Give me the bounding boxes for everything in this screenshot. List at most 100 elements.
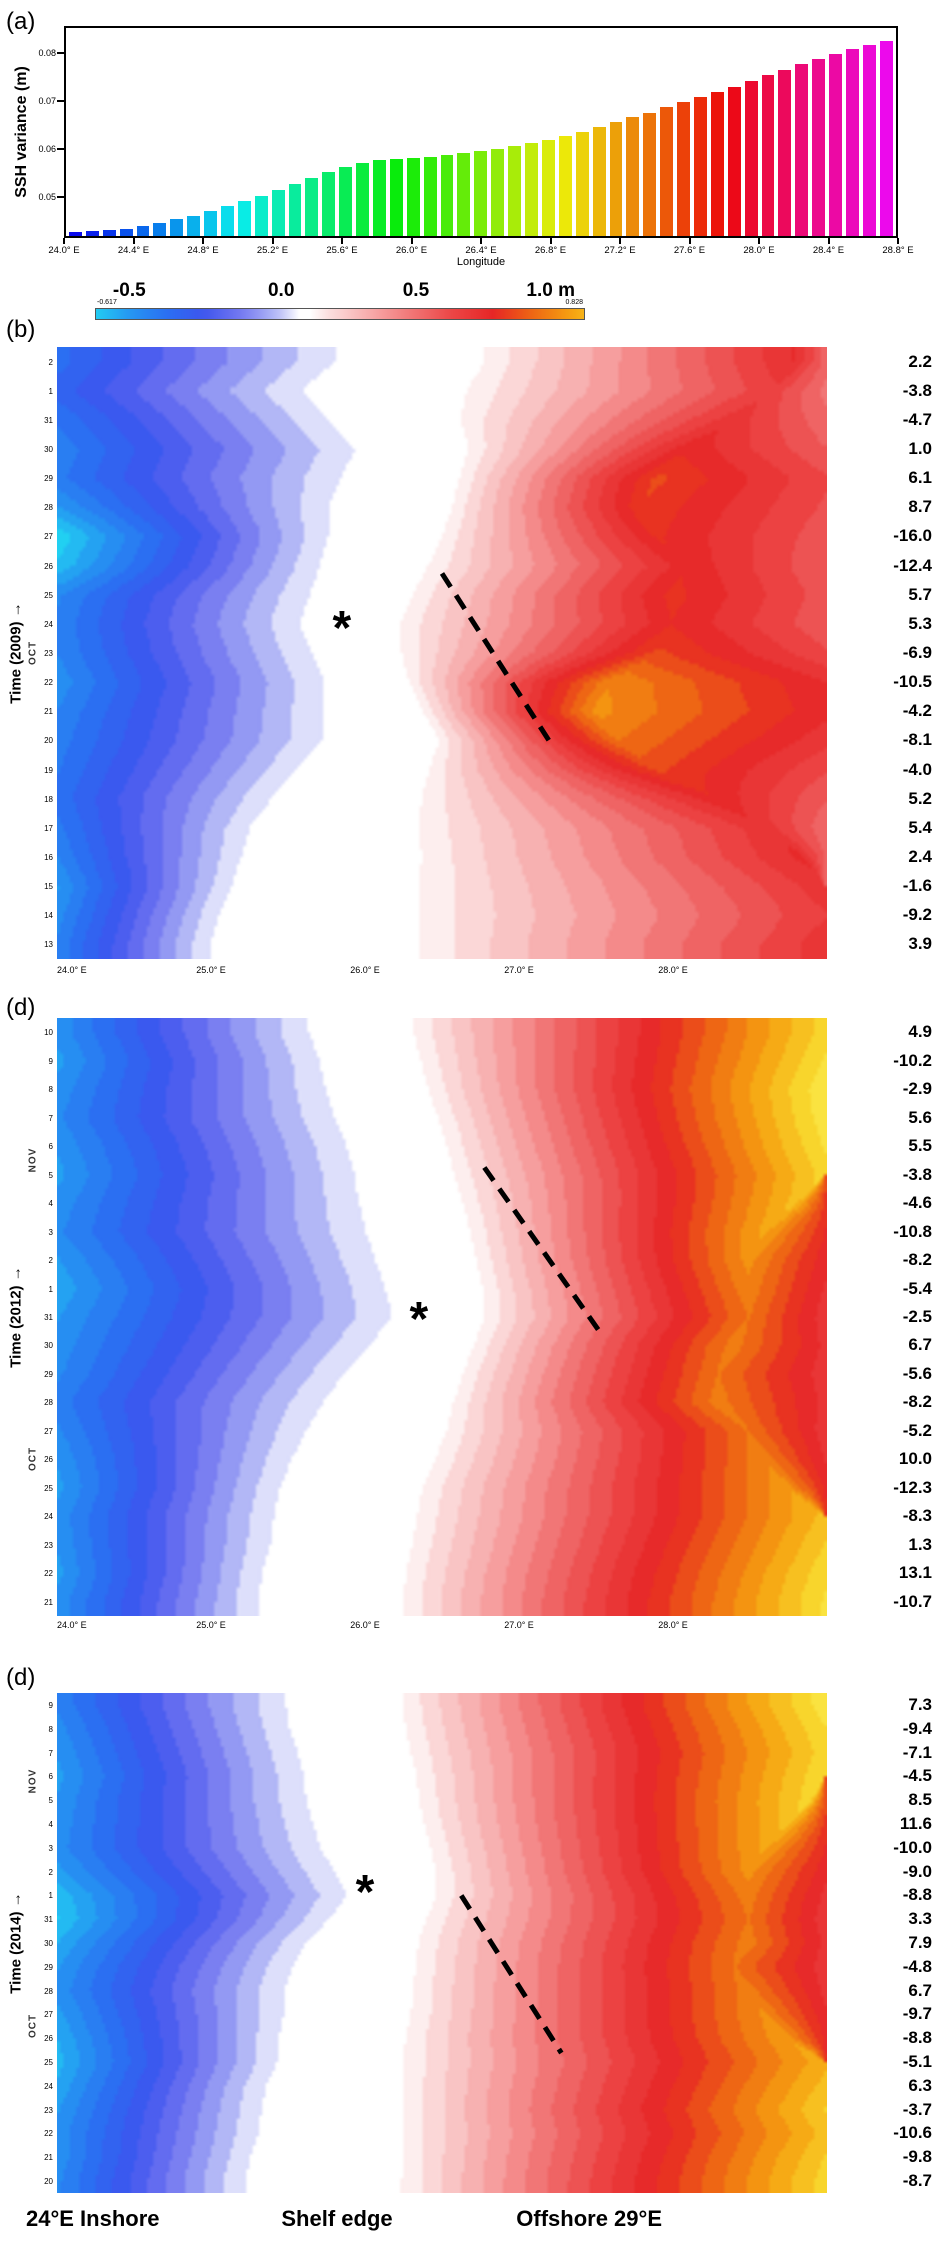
ssh-variance-bar: [221, 206, 234, 236]
inshore-label: 24°E Inshore: [26, 2206, 160, 2231]
day-tick-label: 7: [48, 1748, 53, 1758]
ssh-variance-bar: [322, 171, 336, 236]
colorbar-min-label: -0.617: [97, 299, 117, 306]
ssh-variance-bar: [254, 195, 268, 236]
ssh-variance-bar: [710, 91, 724, 236]
right-value: -10.0: [893, 1837, 932, 1857]
day-tick-label: 1: [48, 1891, 53, 1901]
x-tick-label: 24.0° E: [48, 245, 80, 256]
right-value: -5.1: [902, 2052, 932, 2072]
y-tick-label: 0.07: [38, 95, 56, 106]
x-tick-label: 26.8° E: [534, 245, 567, 256]
right-value: -8.7: [902, 2171, 932, 2191]
x-tick-mark: [63, 238, 65, 244]
day-tick-label: 3: [48, 1227, 53, 1237]
ssh-variance-bar: [693, 97, 707, 236]
day-tick-label: 27: [44, 2010, 53, 2020]
right-value: 13.1: [898, 1563, 932, 1583]
colorbar-tick-label: -0.5: [112, 280, 146, 301]
day-tick-label: 31: [44, 415, 53, 425]
right-value: 5.5: [908, 1136, 932, 1156]
y-tick-label: 0.05: [38, 192, 56, 203]
day-tick-label: 22: [44, 678, 53, 688]
day-tick-label: 10: [44, 1028, 53, 1038]
ssh-variance-bar: [406, 158, 420, 236]
hovmoller-heatmap-2014: [57, 1693, 827, 2193]
right-value: 4.9: [908, 1022, 932, 1042]
day-tick-label: 21: [44, 1597, 53, 1607]
x-tick-label: 28.8° E: [882, 245, 914, 256]
right-value: -8.8: [902, 1885, 932, 1905]
day-tick-label: 30: [44, 1341, 53, 1351]
x-tick-label: 26.0° E: [395, 245, 428, 256]
ssh-variance-bar: [237, 200, 251, 236]
x-tick-label: 25.2° E: [256, 245, 289, 256]
y-tick-label: 0.06: [38, 143, 56, 154]
x-tick-mark: [758, 238, 760, 244]
day-tick-label: 29: [44, 474, 53, 484]
x-tick-mark: [410, 238, 413, 244]
x-tick-label: 27.6° E: [673, 245, 706, 256]
y-tick-mark: [57, 196, 64, 199]
right-value: -10.8: [893, 1221, 932, 1241]
x-tick-label: 25.0° E: [196, 1620, 226, 1630]
right-value: -5.2: [902, 1420, 932, 1440]
day-tick-label: 26: [44, 1455, 53, 1465]
right-value: 8.5: [908, 1790, 932, 1810]
right-value: -8.1: [902, 730, 932, 750]
right-value: -8.3: [902, 1506, 932, 1526]
ssh-variance-bar: [609, 122, 623, 236]
hovmoller-heatmap-2009: [57, 347, 827, 959]
day-tick-label: 2: [48, 357, 53, 367]
ssh-variance-bar: [339, 166, 353, 236]
ssh-variance-bar: [879, 40, 893, 236]
ssh-variance-bar: [727, 86, 741, 236]
day-tick-label: 20: [44, 2177, 53, 2187]
dashed-trend-line: [459, 1894, 564, 2055]
right-value: -2.9: [902, 1079, 932, 1099]
y-tick-mark: [57, 51, 64, 54]
ssh-variance-bar: [525, 142, 538, 236]
ssh-variance-bar: [812, 58, 826, 236]
hovmoller-heatmap-2012: [57, 1018, 827, 1616]
x-tick-label: 27.0° E: [504, 965, 534, 975]
day-tick-label: 22: [44, 1569, 53, 1579]
day-tick-label: 15: [44, 882, 53, 892]
day-tick-label: 7: [48, 1113, 53, 1123]
x-tick-label: 24.0° E: [57, 965, 87, 975]
x-tick-label: 28.0° E: [743, 245, 775, 256]
right-value: -5.4: [902, 1278, 932, 1298]
asterisk-marker: *: [409, 1292, 429, 1346]
right-value: -9.0: [902, 1861, 932, 1881]
ssh-variance-bar: [677, 102, 690, 236]
asterisk-marker: *: [332, 601, 352, 655]
x-tick-label: 28.0° E: [658, 965, 688, 975]
x-tick-mark: [271, 238, 274, 244]
x-tick-label: 26.0° E: [350, 1620, 380, 1630]
ssh-variance-bar: [508, 146, 522, 236]
right-value: -10.5: [893, 672, 932, 692]
y-tick-mark: [57, 99, 64, 102]
day-tick-label: 25: [44, 2058, 53, 2068]
panel-a-plot-area: [64, 26, 898, 238]
ssh-variance-bar: [356, 162, 370, 236]
x-tick-label: 28.0° E: [658, 1620, 688, 1630]
ssh-variance-bar: [474, 151, 488, 236]
right-value: -2.5: [902, 1307, 932, 1326]
ssh-variance-bar: [153, 222, 167, 236]
right-value: -12.3: [893, 1477, 932, 1497]
x-tick-mark: [827, 238, 830, 244]
day-tick-label: 27: [44, 1426, 53, 1436]
ssh-variance-bar: [643, 112, 657, 236]
ssh-variance-bar: [373, 160, 386, 236]
day-tick-label: 24: [44, 1512, 53, 1522]
right-value: 5.2: [908, 788, 932, 808]
day-tick-label: 16: [44, 853, 53, 862]
day-tick-label: 22: [44, 2129, 53, 2139]
ssh-variance-bar: [744, 81, 758, 236]
ssh-variance-bar: [288, 184, 302, 236]
right-value: -5.6: [902, 1363, 932, 1383]
